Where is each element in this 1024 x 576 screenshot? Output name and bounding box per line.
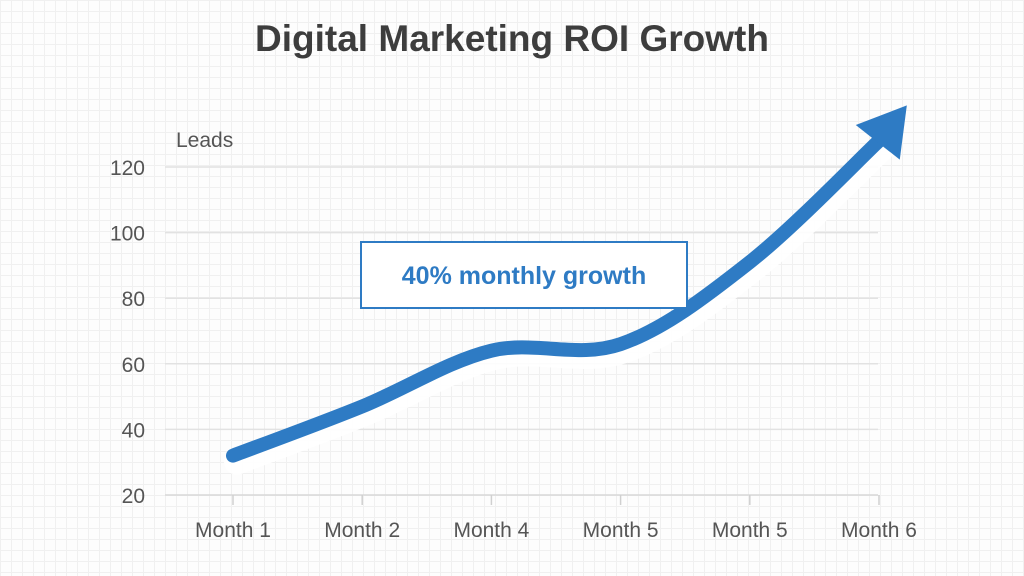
arrowhead-icon [855,105,907,160]
x-tick-label: Month 2 [324,519,400,542]
y-tick-label: 100 [110,223,145,246]
x-tick-label: Month 1 [195,519,271,542]
y-tick-label: 60 [122,354,145,377]
chart-title: Digital Marketing ROI Growth [255,18,769,59]
x-tick-label: Month 5 [712,519,788,542]
series-line [226,133,886,463]
y-axis-label: Leads [176,129,233,152]
annotation-box: 40% monthly growth [360,241,688,309]
y-tick-label: 20 [122,485,145,508]
x-tick-label: Month 4 [453,519,529,542]
y-tick-label: 80 [122,288,145,311]
x-tick-label: Month 5 [583,519,659,542]
y-tick-label: 120 [110,157,145,180]
annotation-border [360,241,688,309]
y-tick-label: 40 [122,419,145,442]
annotation-text: 40% monthly growth [402,262,646,290]
x-tick-label: Month 6 [841,519,917,542]
